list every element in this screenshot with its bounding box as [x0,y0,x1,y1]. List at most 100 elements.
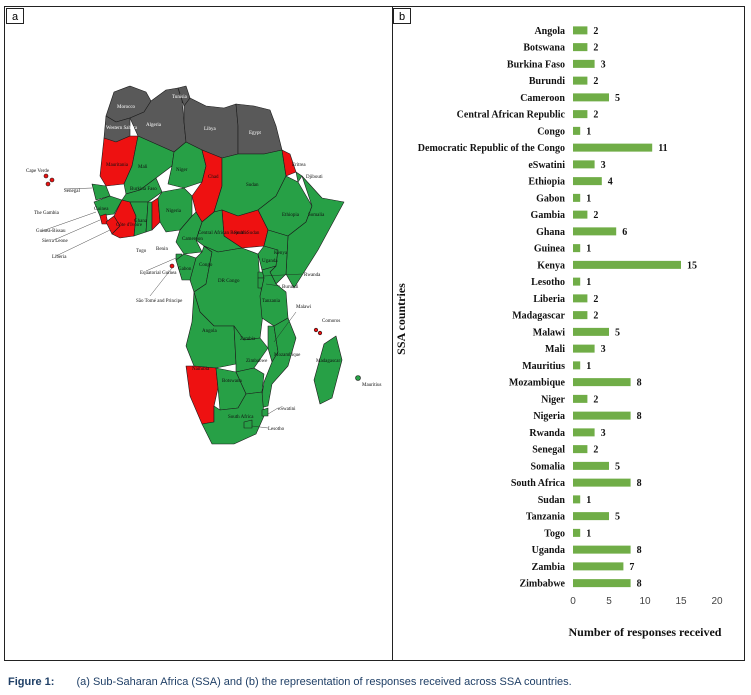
value-label-mozambique: 8 [637,378,642,389]
map-label-togo: Togo [136,249,147,254]
bar-niger [573,394,588,403]
map-label-uganda: Uganda [262,259,278,264]
bar-mauritius [573,361,581,370]
map-label-cameroon: Cameroon [182,237,203,242]
category-label-nigeria: Nigeria [533,411,565,422]
map-label-sao-tome: São Tomé and Principe [136,299,183,304]
value-label-botswana: 2 [593,43,598,54]
figure-frame [4,6,745,661]
category-label-mauritius: Mauritius [522,361,565,372]
map-label-equatorial-guinea: Equatorial Guinea [140,271,177,276]
map-lesotho [243,419,253,429]
category-label-ethiopia: Ethiopia [528,177,565,188]
map-label-mauritius: Mauritius [362,383,381,388]
bar-gabon [573,193,581,202]
map-label-dr-congo: DR Congo [218,279,240,284]
map-label-tanzania: Tanzania [262,299,281,304]
value-label-burundi: 2 [593,76,598,87]
value-label-sudan: 1 [586,495,591,506]
map-label-south-sudan: South Sudan [234,231,260,236]
value-label-lesotho: 1 [586,277,591,288]
category-label-liberia: Liberia [533,294,565,305]
map-label-comoros: Comoros [322,319,340,324]
category-label-botswana: Botswana [523,43,565,54]
value-label-ethiopia: 4 [608,177,613,188]
bar-central-african-republic [573,110,588,119]
bar-congo [573,126,581,135]
map-egypt [235,103,283,155]
map-mozambique [259,317,297,409]
category-label-tanzania: Tanzania [526,512,565,523]
value-label-mali: 3 [601,344,606,355]
bar-nigeria [573,411,631,420]
value-label-niger: 2 [593,394,598,405]
map-namibia [185,365,219,425]
caption-text: (a) Sub-Saharan Africa (SSA) and (b) the… [76,676,572,688]
map-label-congo: Congo [199,263,213,268]
bar-zambia [573,562,624,571]
category-label-senegal: Senegal [532,445,565,456]
value-label-mauritius: 1 [586,361,591,372]
map-sao-tome [169,263,175,269]
bar-south-africa [573,478,631,487]
bar-ethiopia [573,177,602,186]
map-label-ethiopia: Ethiopia [282,213,300,218]
x-axis-title: Number of responses received [569,625,722,639]
bar-togo [573,528,581,537]
category-label-zambia: Zambia [532,562,565,573]
map-label-sierra-leone: Sierra Leone [42,239,68,244]
map-mali [123,135,175,195]
value-label-cameroon: 5 [615,93,620,104]
category-label-somalia: Somalia [531,461,565,472]
category-label-gabon: Gabon [536,193,565,204]
bar-democratic-republic-of-the-congo [573,143,653,152]
map-label-burkina-faso: Burkina Faso [130,187,157,192]
x-tick-0: 0 [570,596,576,607]
y-axis-title: SSA countries [394,283,408,355]
value-label-madagascar: 2 [593,311,598,322]
map-burkina-faso [121,177,163,203]
map-cape-verde-3 [45,181,51,187]
map-label-western-sahara: Western Sahara [106,126,138,131]
category-label-rwanda: Rwanda [529,428,565,439]
map-cameroon [175,211,203,255]
map-label-guinea-bissau: Guinea-Bissau [36,229,66,234]
category-label-ghana: Ghana [536,227,565,238]
value-label-burkina-faso: 3 [601,59,606,70]
bar-botswana [573,43,588,52]
value-label-guinea: 1 [586,244,591,255]
value-label-south-africa: 8 [637,478,642,489]
map-label-niger: Niger [176,168,188,173]
category-label-cameroon: Cameroon [520,93,565,104]
value-label-ghana: 6 [622,227,627,238]
map-label-ghana: Ghana [134,219,148,224]
map-angola [185,291,237,369]
map-label-egypt: Egypt [249,131,262,136]
x-tick-10: 10 [639,596,651,607]
bar-rwanda [573,428,595,437]
value-label-zimbabwe: 8 [637,579,642,590]
map-label-zimbabwe: Zimbabwe [246,359,268,364]
value-label-senegal: 2 [593,445,598,456]
map-label-somalia: Somalia [308,213,325,218]
category-label-kenya: Kenya [537,260,565,271]
map-label-car: Central African Republic [198,231,249,236]
map-label-mauritania: Mauritania [106,163,129,168]
map-label-mali: Mali [138,165,148,170]
category-label-central-african-republic: Central African Republic [457,110,566,121]
map-label-gabon: Gabon [178,267,192,272]
bar-gambia [573,210,588,219]
bar-liberia [573,294,588,303]
x-tick-5: 5 [606,596,612,607]
value-label-somalia: 5 [615,461,620,472]
map-label-botswana: Botswana [222,379,243,384]
bar-angola [573,26,588,35]
bar-sudan [573,495,581,504]
map-label-nigeria: Nigeria [166,209,182,214]
map-label-benin: Benin [156,247,168,252]
bar-zimbabwe [573,579,631,588]
category-label-mali: Mali [545,344,565,355]
category-label-niger: Niger [541,394,565,405]
category-label-congo: Congo [537,126,565,137]
